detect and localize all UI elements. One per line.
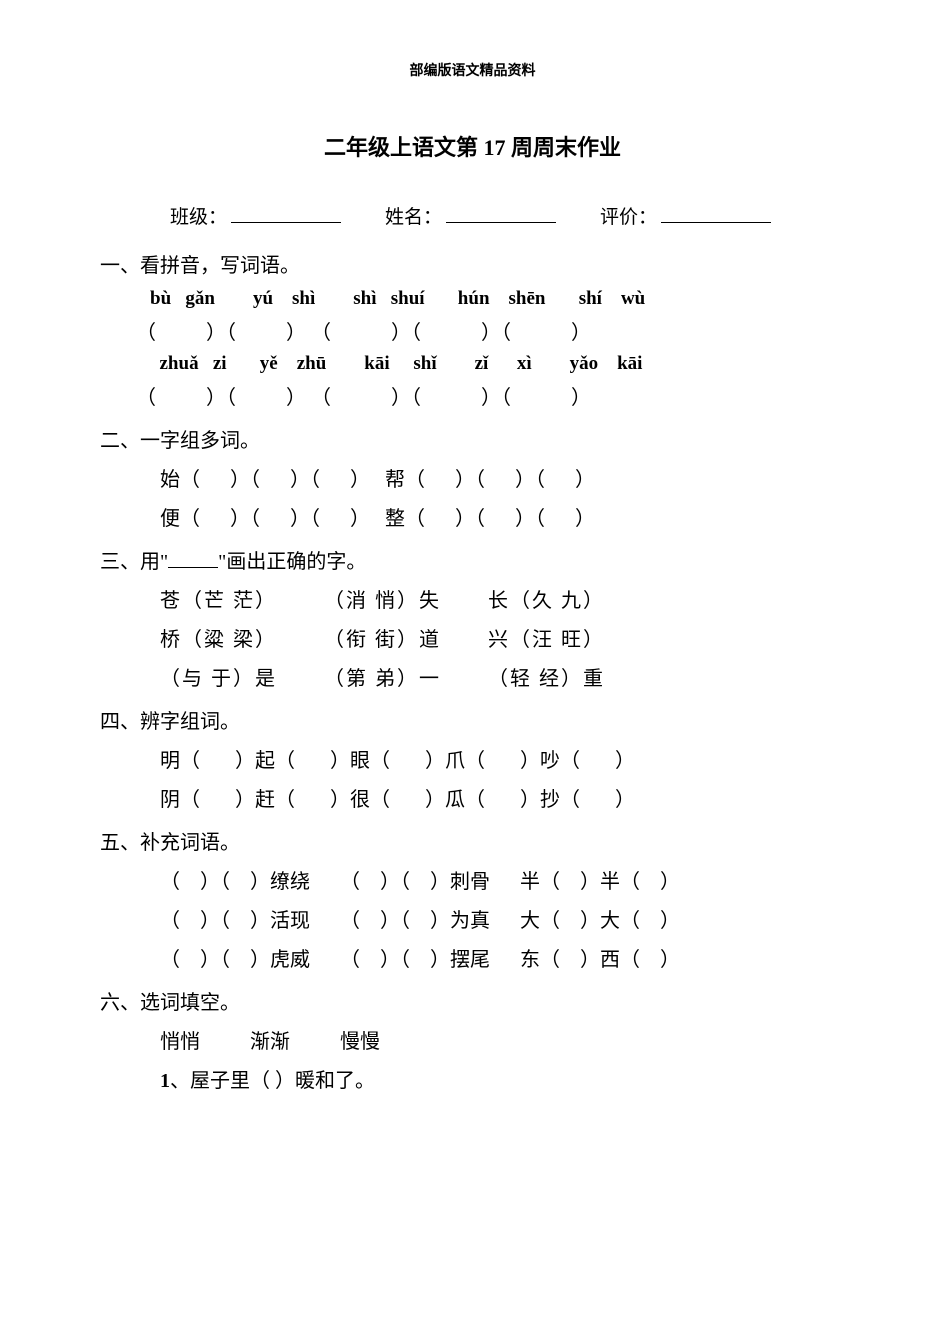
s3-r1-a: 苍（芒 茫） — [160, 584, 277, 613]
s3-row-3[interactable]: （与 于）是 （第 弟）一 （轻 经）重 — [160, 662, 845, 691]
section-4: 四、辨字组词。 明（ ）起（ ）眼（ ）爪（ ）吵（ ） 阴（ ）赶（ ）很（ … — [100, 705, 845, 812]
pinyin-row-1: bù gǎn yú shì shì shuí hún shēn shí wù — [150, 288, 845, 310]
section-6: 六、选词填空。 悄悄 渐渐 慢慢 1、屋子里（ ）暖和了。 — [100, 986, 845, 1093]
name-field: 姓名： — [385, 202, 560, 229]
section-2-heading: 二、一字组多词。 — [100, 424, 845, 453]
pinyin-row-2: zhuǎ zi yě zhū kāi shǐ zǐ xì yǎo kāi — [150, 353, 845, 375]
s3-r2-a: 桥（粱 梁） — [160, 623, 277, 652]
spacer — [345, 202, 385, 229]
section-1: 一、看拼音，写词语。 bù gǎn yú shì shì shuí hún sh… — [100, 249, 845, 410]
student-info-row: 班级： 姓名： 评价： — [170, 202, 845, 229]
s6-words: 悄悄 渐渐 慢慢 — [160, 1025, 845, 1054]
s5-row-1[interactable]: （ ）（ ）缭绕 （ ）（ ）刺骨 半（ ）半（ ） — [160, 865, 845, 894]
s3-heading-prefix: 三、用" — [100, 551, 168, 573]
section-5: 五、补充词语。 （ ）（ ）缭绕 （ ）（ ）刺骨 半（ ）半（ ） （ ）（ … — [100, 826, 845, 972]
s2-row-2[interactable]: 便（ ）（ ）（ ） 整（ ）（ ）（ ） — [160, 502, 845, 531]
document-title: 二年级上语文第 17 周周末作业 — [100, 130, 845, 162]
s4-row-2[interactable]: 阴（ ）赶（ ）很（ ）瓜（ ）抄（ ） — [160, 783, 845, 812]
s3-r2-b: （衔 街）道 — [324, 623, 441, 652]
answer-row-1[interactable]: （ ）（ ） （ ）（ ）（ ） — [136, 316, 845, 345]
s5-row-3[interactable]: （ ）（ ）虎威 （ ）（ ）摆尾 东（ ）西（ ） — [160, 943, 845, 972]
s3-heading-suffix: "画出正确的字。 — [218, 551, 366, 573]
rating-label: 评价： — [600, 202, 657, 229]
s3-r1-b: （消 悄）失 — [324, 584, 441, 613]
s3-r2-c: 兴（汪 旺） — [488, 623, 605, 652]
section-3: 三、用" "画出正确的字。 苍（芒 茫） （消 悄）失 长（久 九） 桥（粱 梁）… — [100, 545, 845, 691]
section-2: 二、一字组多词。 始（ ）（ ）（ ） 帮（ ）（ ）（ ） 便（ ）（ ）（ … — [100, 424, 845, 531]
worksheet-page: 部编版语文精品资料 二年级上语文第 17 周周末作业 班级： 姓名： 评价： 一… — [0, 0, 945, 1167]
s6-question-1[interactable]: 1、屋子里（ ）暖和了。 — [160, 1064, 845, 1093]
s2-row-1[interactable]: 始（ ）（ ）（ ） 帮（ ）（ ）（ ） — [160, 463, 845, 492]
s6-q1-text: 、屋子里（ ）暖和了。 — [170, 1070, 375, 1092]
s3-r3-a: （与 于）是 — [160, 662, 277, 691]
s3-r3-c: （轻 经）重 — [488, 662, 605, 691]
rating-field: 评价： — [600, 202, 775, 229]
section-6-heading: 六、选词填空。 — [100, 986, 845, 1015]
s6-q1-number: 1 — [160, 1070, 170, 1092]
s3-r3-b: （第 弟）一 — [324, 662, 441, 691]
s5-row-2[interactable]: （ ）（ ）活现 （ ）（ ）为真 大（ ）大（ ） — [160, 904, 845, 933]
rating-blank[interactable] — [661, 203, 771, 223]
header-note: 部编版语文精品资料 — [100, 60, 845, 80]
underline-sample — [168, 548, 218, 568]
section-4-heading: 四、辨字组词。 — [100, 705, 845, 734]
class-field: 班级： — [170, 202, 345, 229]
s3-row-2[interactable]: 桥（粱 梁） （衔 街）道 兴（汪 旺） — [160, 623, 845, 652]
class-label: 班级： — [170, 202, 227, 229]
spacer — [560, 202, 600, 229]
answer-row-2[interactable]: （ ）（ ） （ ）（ ）（ ） — [136, 381, 845, 410]
name-label: 姓名： — [385, 202, 442, 229]
section-3-heading: 三、用" "画出正确的字。 — [100, 545, 845, 574]
section-5-heading: 五、补充词语。 — [100, 826, 845, 855]
class-blank[interactable] — [231, 203, 341, 223]
s4-row-1[interactable]: 明（ ）起（ ）眼（ ）爪（ ）吵（ ） — [160, 744, 845, 773]
s3-row-1[interactable]: 苍（芒 茫） （消 悄）失 长（久 九） — [160, 584, 845, 613]
s3-r1-c: 长（久 九） — [488, 584, 605, 613]
section-1-heading: 一、看拼音，写词语。 — [100, 249, 845, 278]
name-blank[interactable] — [446, 203, 556, 223]
